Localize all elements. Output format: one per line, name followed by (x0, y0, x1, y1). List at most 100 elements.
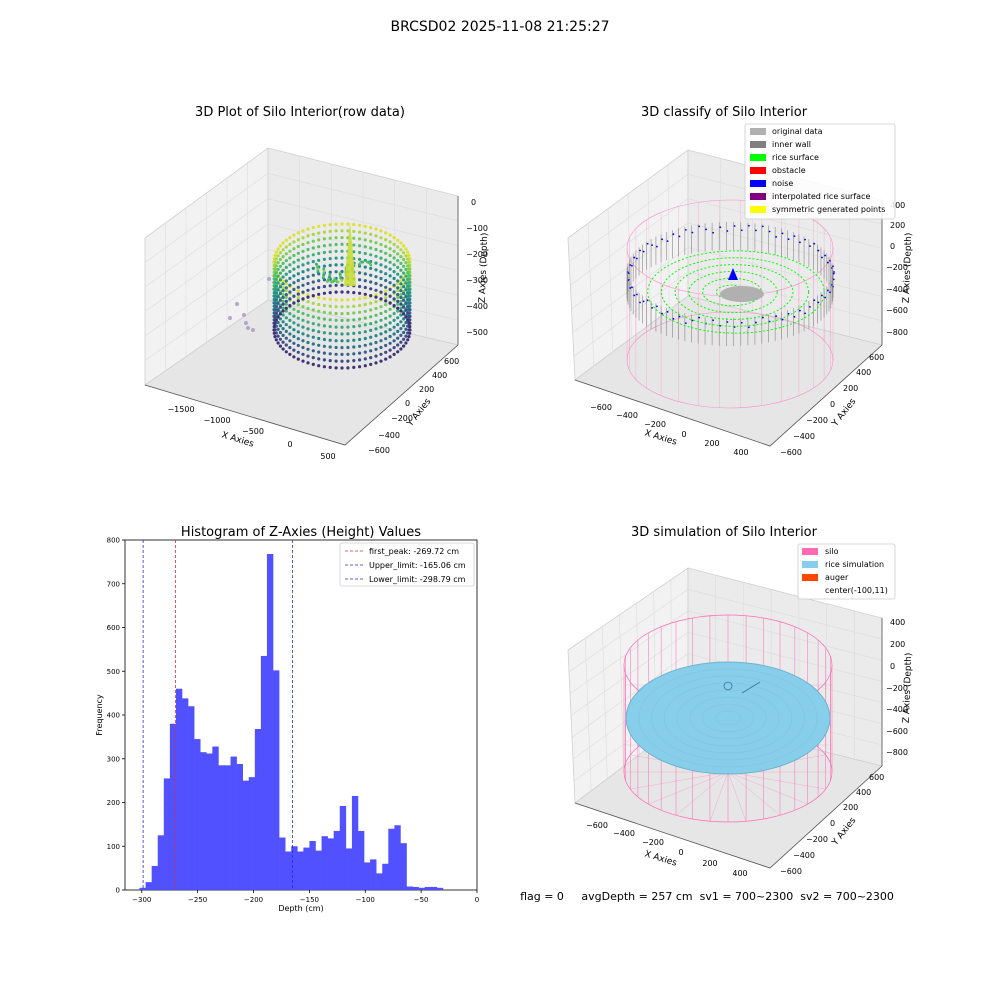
data-point (288, 304, 292, 308)
data-point (366, 260, 369, 264)
gridline (144, 249, 459, 337)
noise-point (642, 250, 645, 253)
tick-label: 0 (830, 819, 835, 828)
data-point (363, 251, 367, 256)
gridline (569, 610, 883, 694)
data-point (388, 274, 392, 278)
data-point (374, 334, 378, 338)
data-point (281, 248, 285, 252)
data-point (284, 316, 288, 320)
data-point (288, 318, 292, 322)
data-point (406, 250, 410, 254)
data-point (374, 313, 378, 317)
data-point (301, 297, 305, 301)
data-point (346, 366, 350, 370)
data-point (392, 256, 396, 260)
data-point (306, 261, 310, 265)
original-data-cluster (720, 286, 764, 302)
data-point (369, 328, 373, 332)
panel-raw-outliers (228, 277, 271, 332)
data-point (317, 302, 321, 307)
data-point (292, 274, 296, 278)
data-point (281, 293, 285, 297)
noise-cluster (728, 268, 738, 280)
data-point (374, 320, 378, 324)
noise-point (809, 245, 811, 248)
tick-label: −400 (886, 705, 908, 714)
data-point (334, 311, 338, 316)
noise-point (804, 238, 806, 241)
noise-point (639, 301, 641, 304)
data-point (301, 352, 305, 356)
data-point (296, 343, 300, 348)
data-point (274, 277, 278, 281)
data-point (322, 230, 326, 234)
tick-label: −400 (613, 829, 635, 838)
data-point (388, 233, 392, 237)
data-point (284, 265, 288, 269)
histogram-bar (351, 795, 359, 890)
data-point (281, 289, 285, 293)
panel-raw-title: 3D Plot of Silo Interior(row data) (195, 105, 405, 120)
data-point (374, 227, 378, 231)
data-point (334, 283, 338, 287)
legend-swatch-obstacle (750, 167, 766, 174)
data-point (379, 249, 383, 253)
data-point (276, 267, 280, 271)
data-point (278, 278, 282, 282)
data-point (407, 287, 411, 291)
data-point (399, 279, 403, 283)
data-point (284, 323, 288, 327)
noise-point (666, 310, 669, 313)
data-point (352, 359, 356, 363)
tick-label: 200 (419, 385, 434, 394)
data-point (328, 318, 332, 322)
data-point (402, 312, 406, 316)
data-point (374, 254, 378, 258)
data-point (363, 343, 367, 347)
gridline (572, 247, 883, 333)
data-point (396, 282, 400, 286)
data-point (306, 288, 310, 292)
data-point (284, 336, 288, 340)
data-point (274, 250, 278, 254)
data-point (363, 323, 367, 327)
histogram-bar (285, 851, 292, 890)
data-point (352, 325, 356, 329)
data-point (379, 242, 383, 247)
data-point (369, 322, 373, 326)
data-point (311, 239, 315, 243)
center-peak (344, 222, 356, 286)
data-point (311, 246, 315, 250)
data-point (379, 311, 383, 316)
data-point (311, 287, 315, 291)
data-point (284, 282, 288, 286)
data-point (352, 223, 356, 227)
noise-point (705, 228, 707, 231)
data-point (402, 291, 406, 296)
histogram-legend: first_peak: -269.72 cm Upper_limit: -165… (339, 542, 475, 587)
data-point (274, 305, 278, 309)
data-point (296, 231, 300, 235)
histogram-bar (357, 830, 365, 890)
data-point (317, 285, 321, 290)
tick-label: 600 (444, 357, 459, 366)
data-point (392, 304, 396, 308)
data-point (281, 299, 285, 303)
rice-surface-points (647, 250, 825, 334)
noise-point (768, 230, 771, 233)
noise-point (747, 326, 750, 329)
tick-label: 500 (107, 668, 120, 676)
data-point (284, 302, 288, 306)
data-point (396, 306, 400, 310)
data-point (399, 340, 403, 344)
data-point (374, 300, 378, 304)
data-point (322, 237, 326, 241)
tick-label: 600 (869, 773, 884, 782)
data-point (369, 287, 373, 291)
data-point (399, 248, 403, 252)
data-point (274, 298, 278, 302)
tick-label: −200 (806, 416, 828, 425)
legend-swatch-original (750, 128, 766, 135)
tick-label: −200 (391, 414, 413, 423)
